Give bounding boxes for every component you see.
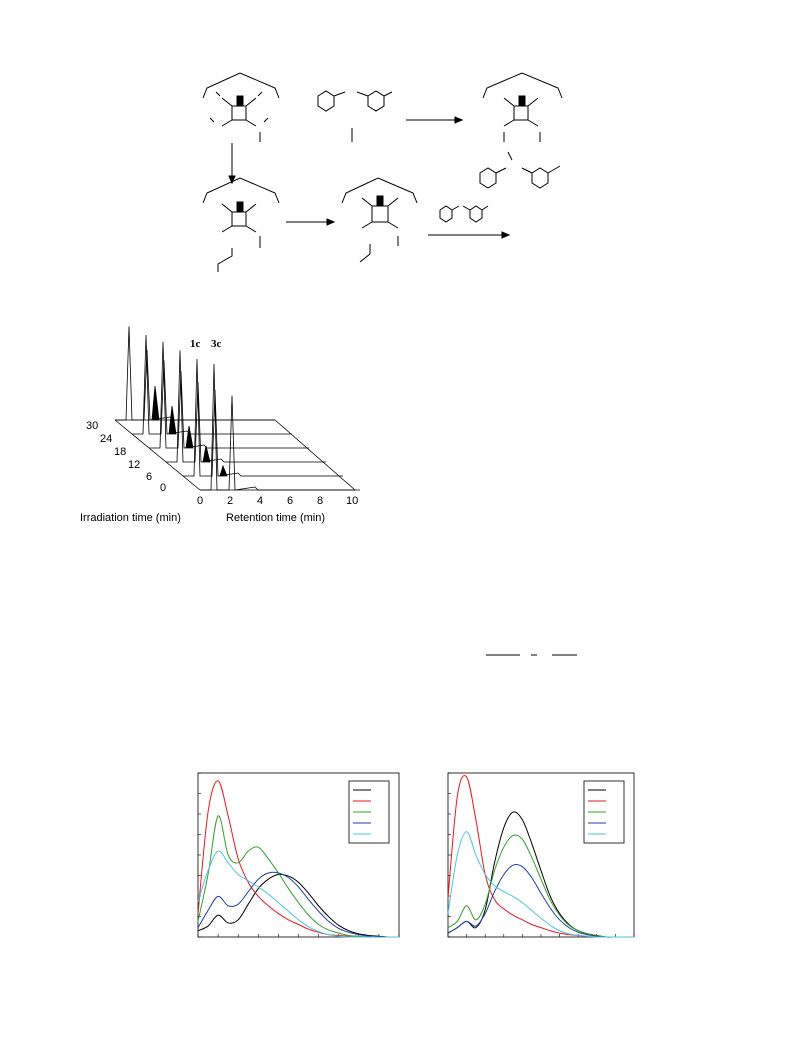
x-axis-label: Retention time (min) bbox=[226, 512, 325, 524]
equation-fraction bbox=[486, 654, 577, 656]
peak-label-1c: 1c bbox=[190, 338, 201, 350]
chromatogram-trace bbox=[166, 350, 326, 463]
z-tick: 30 bbox=[86, 420, 98, 432]
spectra-chart-left bbox=[197, 772, 400, 938]
z-tick: 18 bbox=[114, 446, 126, 458]
peak-label-3c: 3c bbox=[211, 338, 222, 350]
series-line bbox=[447, 831, 634, 938]
chromatogram-3d: 1c 3c 30 24 18 12 6 0 0 2 4 6 8 10 Irrad… bbox=[80, 326, 360, 524]
arrow-right-top bbox=[406, 116, 464, 124]
arrow-down bbox=[228, 143, 236, 185]
x-tick: 0 bbox=[197, 495, 203, 507]
arrow-right-bottom-1 bbox=[286, 218, 336, 226]
cage-molecule-product bbox=[479, 72, 563, 189]
x-tick: 2 bbox=[227, 495, 233, 507]
reaction-scheme bbox=[202, 72, 563, 272]
product-peak bbox=[202, 445, 211, 463]
cage-molecule-3 bbox=[341, 177, 418, 263]
x-tick: 6 bbox=[287, 495, 293, 507]
z-tick: 12 bbox=[128, 459, 140, 471]
arrow-right-bottom-2 bbox=[428, 231, 511, 239]
cage-molecule-2 bbox=[202, 177, 280, 272]
series-line bbox=[447, 864, 634, 938]
z-axis-label: Irradiation time (min) bbox=[80, 512, 181, 524]
biaryl-reagent bbox=[317, 90, 393, 142]
spectra-chart-right bbox=[447, 772, 635, 938]
product-peak bbox=[151, 385, 160, 421]
z-tick: 24 bbox=[100, 433, 112, 445]
x-tick: 10 bbox=[346, 495, 358, 507]
product-peak bbox=[219, 464, 228, 477]
series-line bbox=[447, 834, 634, 938]
product-peak bbox=[185, 425, 194, 449]
chrom-z-axis bbox=[114, 419, 201, 491]
x-tick: 4 bbox=[257, 495, 263, 507]
z-tick: 0 bbox=[160, 482, 166, 494]
z-tick: 6 bbox=[146, 471, 152, 483]
series-line bbox=[197, 871, 399, 938]
cage-molecule-1 bbox=[202, 72, 280, 142]
biaryl-reagent-small bbox=[439, 205, 489, 223]
x-tick: 8 bbox=[317, 495, 323, 507]
chromatogram-trace bbox=[183, 358, 343, 477]
series-line bbox=[197, 850, 399, 938]
series-line bbox=[197, 873, 400, 938]
chromatogram-trace bbox=[200, 363, 360, 491]
